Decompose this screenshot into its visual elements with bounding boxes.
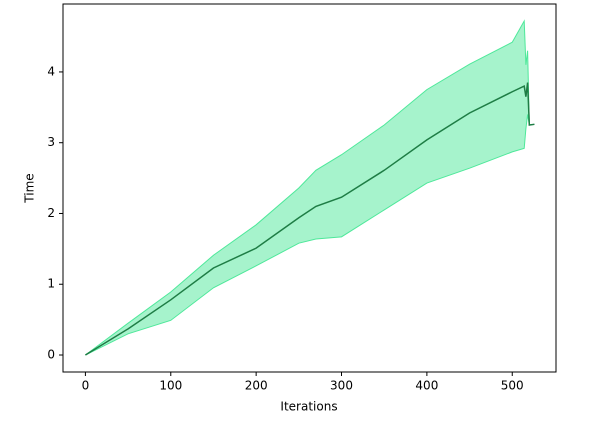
x-tick-label: 200 — [245, 379, 268, 393]
y-tick-label: 2 — [47, 206, 55, 220]
y-tick-label: 1 — [47, 277, 55, 291]
x-tick-label: 100 — [159, 379, 182, 393]
x-axis-label: Iterations — [280, 400, 337, 414]
x-tick-label: 300 — [330, 379, 353, 393]
x-tick-label: 500 — [501, 379, 524, 393]
y-tick-label: 4 — [47, 64, 55, 78]
x-tick-label: 400 — [415, 379, 438, 393]
y-tick-label: 3 — [47, 135, 55, 149]
y-axis-label: Time — [23, 173, 37, 203]
y-tick-label: 0 — [47, 348, 55, 362]
x-tick-label: 0 — [82, 379, 90, 393]
axes-frame — [62, 3, 557, 373]
mean-line — [85, 82, 535, 356]
confidence-band — [85, 19, 535, 356]
